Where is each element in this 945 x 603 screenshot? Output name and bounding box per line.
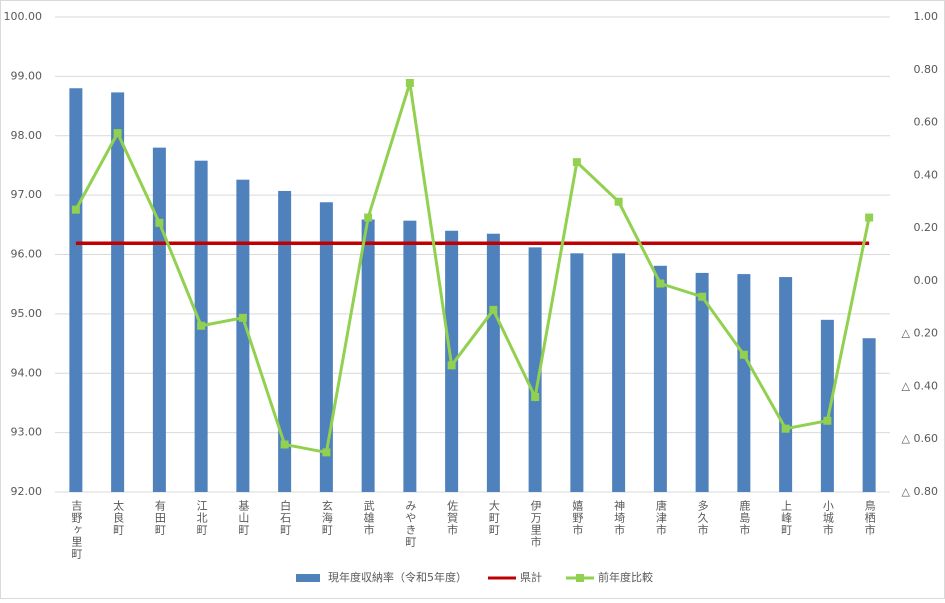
x-tick-label: 基山町	[237, 500, 250, 536]
marker	[322, 448, 331, 457]
bar	[486, 233, 500, 492]
bar	[319, 202, 333, 492]
y2-tick-label: △ 0.60	[902, 432, 938, 445]
y2-tick-label: 0.40	[914, 168, 939, 181]
x-tick-label: 鹿島市	[738, 499, 751, 536]
bar	[69, 88, 83, 492]
y2-tick-label: 0.00	[914, 274, 939, 287]
x-tick-label: 江北町	[195, 500, 208, 536]
x-tick-label: 有田町	[153, 499, 166, 536]
marker	[113, 129, 122, 138]
bar	[862, 338, 876, 492]
y-tick-label: 98.00	[11, 129, 43, 142]
x-tick-label: 武雄市	[362, 500, 375, 536]
marker	[865, 213, 874, 222]
x-tick-label: みやき町	[404, 500, 417, 548]
bar	[152, 147, 166, 492]
bar	[612, 253, 626, 492]
marker	[739, 350, 748, 359]
marker	[280, 440, 289, 449]
y2-tick-label: △ 0.20	[902, 327, 938, 340]
y-tick-label: 100.00	[4, 10, 43, 23]
bar	[111, 92, 125, 492]
marker	[238, 313, 247, 322]
marker	[572, 158, 581, 167]
legend-label: 県計	[520, 570, 542, 584]
bar	[236, 179, 250, 492]
marker	[364, 213, 373, 222]
y2-tick-label: 0.20	[914, 221, 939, 234]
bar	[820, 319, 834, 492]
bar	[653, 265, 667, 492]
marker	[155, 218, 164, 227]
y2-tick-label: 0.60	[914, 116, 939, 129]
legend-swatch	[296, 574, 320, 582]
bar	[361, 219, 375, 492]
marker	[405, 78, 414, 87]
bar	[570, 253, 584, 492]
y2-tick-label: 1.00	[914, 10, 939, 23]
marker	[531, 393, 540, 401]
x-tick-label: 太良町	[112, 500, 125, 536]
x-tick-label: 佐賀市	[446, 499, 459, 536]
bar	[403, 220, 417, 492]
legend-label: 現年度収納率（令和5年度）	[328, 570, 467, 584]
marker	[781, 424, 790, 433]
y-tick-label: 93.00	[11, 426, 43, 439]
x-tick-label: 大町町	[487, 499, 500, 536]
marker	[447, 361, 456, 370]
y2-tick-label: 0.80	[914, 63, 939, 76]
x-tick-label: 唐津市	[654, 499, 667, 536]
y2-tick-label: △ 0.40	[902, 379, 938, 392]
legend-marker	[576, 574, 584, 582]
marker	[489, 305, 498, 314]
legend-label: 前年度比較	[598, 570, 653, 584]
marker	[656, 279, 665, 288]
y-tick-label: 96.00	[11, 248, 43, 261]
x-tick-label: 鳥栖市	[863, 499, 876, 536]
x-tick-label: 玄海町	[320, 499, 333, 536]
bar	[278, 190, 292, 492]
bar	[779, 277, 793, 492]
x-tick-label: 伊万里市	[529, 500, 542, 548]
bar	[695, 272, 709, 492]
y-tick-label: 99.00	[11, 69, 43, 82]
x-tick-label: 神埼市	[613, 499, 626, 536]
line	[74, 82, 871, 455]
y2-tick-label: △ 0.80	[902, 485, 938, 498]
bar	[528, 247, 542, 492]
x-tick-label: 上峰町	[780, 500, 793, 536]
y-tick-label: 95.00	[11, 307, 43, 320]
marker	[614, 197, 623, 206]
marker	[71, 205, 80, 214]
bar	[737, 274, 751, 492]
y-tick-label: 92.00	[11, 485, 43, 498]
x-tick-label: 小城市	[821, 500, 834, 536]
marker	[197, 321, 206, 330]
marker	[823, 416, 832, 425]
x-tick-label: 多久市	[696, 499, 709, 536]
x-tick-label: 吉野ヶ里町	[70, 500, 83, 560]
marker	[698, 292, 707, 301]
y-tick-label: 94.00	[11, 366, 43, 379]
x-tick-label: 白石町	[279, 499, 292, 536]
y-tick-label: 97.00	[11, 188, 43, 201]
x-tick-label: 嬉野市	[571, 499, 584, 536]
